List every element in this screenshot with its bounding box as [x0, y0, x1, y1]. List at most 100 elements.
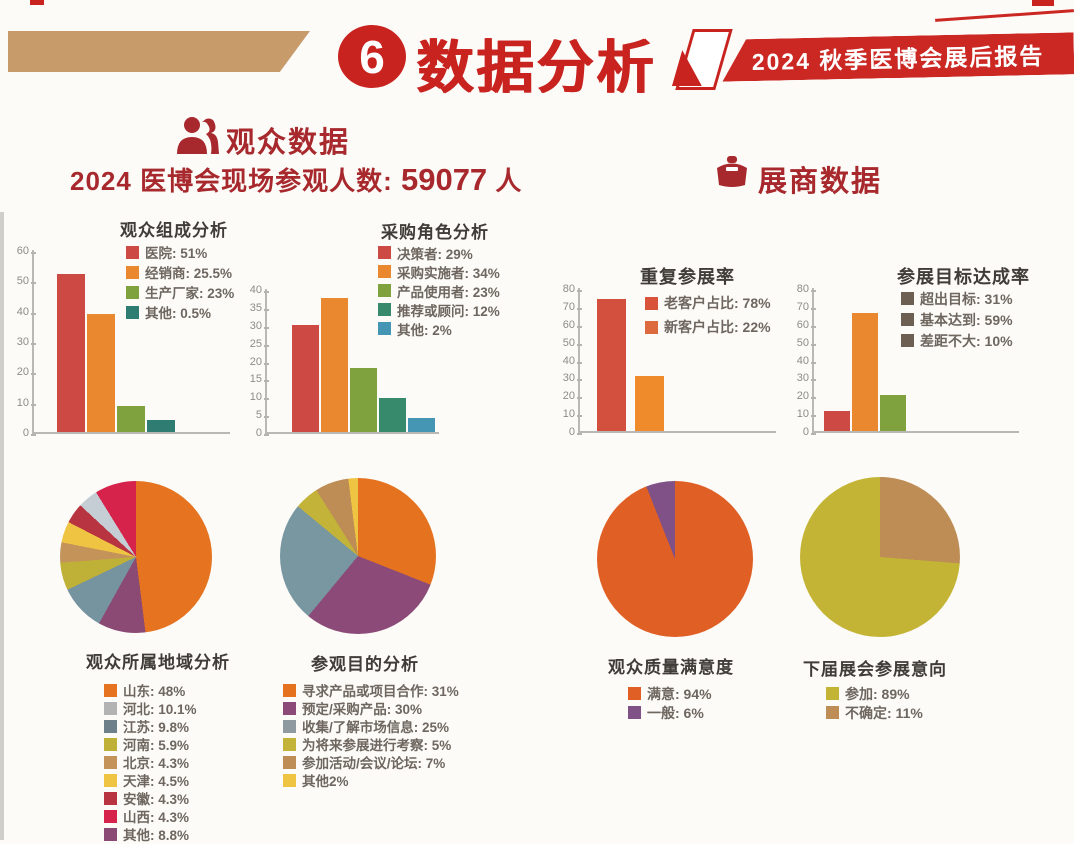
legend-label: 河北: 10.1% [123, 702, 197, 717]
legend-item: 北京: 4.3% [104, 753, 197, 771]
legend-label: 河南: 5.9% [123, 738, 190, 753]
legend-swatch [645, 296, 658, 310]
legend-swatch [283, 719, 296, 733]
bar-决策者 [292, 324, 319, 432]
legend-item: 其他: 8.8% [104, 825, 197, 843]
report-banner: 2024 秋季医博会展后报告 [722, 32, 1074, 81]
axis-tick-label: 40 [5, 306, 36, 318]
chart-title: 参观目的分析 [311, 655, 419, 674]
legend-item: 天津: 4.5% [104, 771, 197, 789]
legend-label: 其他: 2% [397, 322, 452, 338]
axis-tick-label: 50 [551, 337, 582, 349]
legend-swatch [378, 284, 391, 297]
legend-swatch [378, 303, 391, 316]
legend-repeat-exhibit-rate: 老客户占比: 78% 新客户占比: 22% [645, 291, 771, 339]
legend-item: 产品使用者: 23% [378, 281, 500, 300]
legend-swatch [378, 246, 391, 259]
audience-people-icon [177, 117, 219, 154]
legend-item: 参加: 89% [826, 684, 923, 703]
chart-title: 观众组成分析 [120, 221, 228, 240]
legend-label: 安徽: 4.3% [123, 792, 190, 807]
pie-region [60, 481, 212, 633]
crop-mark-right [1032, 0, 1054, 6]
axis-tick-label: 20 [785, 390, 816, 402]
legend-item: 收集/了解市场信息: 25% [283, 717, 459, 735]
section-number: 6 [359, 30, 385, 83]
bar-plot-goal-achievement: 0 10 20 30 40 50 60 70 80 [797, 283, 1019, 438]
axis-tick-label: 80 [551, 283, 582, 295]
legend-item: 新客户占比: 22% [645, 315, 771, 339]
legend-label: 经销商: 25.5% [145, 266, 233, 281]
legend-item: 预定/采购产品: 30% [283, 699, 459, 717]
legend-label: 一般: 6% [647, 704, 704, 721]
legend-item: 寻求产品或项目合作: 31% [283, 681, 459, 699]
exhibitor-briefcase-icon [717, 156, 747, 187]
legend-visit-purpose: 寻求产品或项目合作: 31% 预定/采购产品: 30% 收集/了解市场信息: 25%… [283, 681, 459, 789]
legend-swatch [104, 773, 117, 787]
legend-swatch [104, 809, 117, 823]
legend-swatch [628, 706, 641, 719]
legend-item: 山东: 48% [104, 681, 197, 699]
legend-label: 产品使用者: 23% [397, 284, 500, 300]
legend-label: 满意: 94% [647, 685, 712, 702]
legend-label: 北京: 4.3% [123, 756, 190, 771]
legend-swatch [283, 755, 296, 769]
crop-mark-left [30, 0, 44, 5]
visitor-count-label: 2024 医博会现场参观人数: [70, 166, 393, 196]
section-number-badge: 6 [338, 25, 406, 88]
axis-tick-label: 10 [785, 408, 816, 420]
visitor-count-unit: 人 [495, 166, 523, 196]
axis-tick-label: 70 [551, 301, 582, 313]
legend-swatch [104, 827, 117, 841]
axis-tick-label: 30 [785, 372, 816, 384]
axis-tick-label: 40 [551, 355, 582, 367]
axis-tick-label: 40 [785, 355, 816, 367]
legend-item: 其他2% [283, 771, 459, 789]
legend-swatch [901, 313, 914, 326]
legend-item: 推荐或顾问: 12% [378, 300, 500, 319]
legend-label: 江苏: 9.8% [123, 720, 190, 735]
legend-label: 其他2% [302, 774, 349, 789]
axis-tick-label: 30 [5, 336, 36, 348]
scan-edge-artifact [0, 212, 4, 840]
pie-intent [800, 477, 960, 637]
legend-item: 江苏: 9.8% [104, 717, 197, 735]
axis-tick-label: 0 [551, 426, 582, 438]
legend-item: 参加活动/会议/论坛: 7% [283, 753, 459, 771]
pie-satisfaction [597, 481, 753, 637]
legend-label: 新客户占比: 22% [664, 319, 771, 335]
legend-item: 老客户占比: 78% [645, 291, 771, 315]
legend-swatch [126, 265, 139, 279]
legend-label: 基本达到: 59% [920, 311, 1013, 328]
chart-title: 采购角色分析 [381, 223, 489, 242]
axis-tick-label: 10 [238, 391, 269, 403]
legend-item: 生产厂家: 23% [126, 282, 234, 302]
legend-swatch [378, 265, 391, 278]
visitor-count-stat: 2024 医博会现场参观人数: 59077 人 [70, 161, 522, 198]
legend-item: 满意: 94% [628, 684, 712, 703]
legend-item: 经销商: 25.5% [126, 262, 234, 282]
audience-section-title: 观众数据 [226, 127, 351, 159]
axis-tick-label: 50 [785, 337, 816, 349]
legend-item: 差距不大: 10% [901, 330, 1013, 351]
chart-title: 参展目标达成率 [897, 267, 1030, 287]
bar-plot-audience-composition: 0 10 20 30 40 50 60 [17, 245, 230, 439]
axis-tick-label: 60 [785, 319, 816, 331]
bar-新客户占比 [635, 375, 664, 431]
axis-tick-label: 30 [551, 372, 582, 384]
legend-label: 其他: 0.5% [145, 306, 212, 321]
legend-item: 安徽: 4.3% [104, 789, 197, 807]
legend-label: 决策者: 29% [397, 246, 473, 262]
axis-tick-label: 5 [238, 409, 269, 421]
axis-tick-label: 0 [238, 427, 269, 439]
legend-label: 参加: 89% [845, 685, 910, 702]
axis-tick-label: 20 [5, 366, 36, 378]
legend-purchasing-role: 决策者: 29% 采购实施者: 34% 产品使用者: 23% 推荐或顾问: 12% 其他… [378, 243, 500, 338]
visitor-count-value: 59077 [400, 162, 488, 197]
legend-item: 基本达到: 59% [901, 309, 1013, 330]
bar-差距不大 [880, 395, 906, 431]
chart-title: 重复参展率 [640, 267, 735, 287]
axis-tick-label: 0 [5, 427, 36, 439]
header-tan-banner [8, 31, 310, 72]
legend-swatch [104, 701, 117, 715]
